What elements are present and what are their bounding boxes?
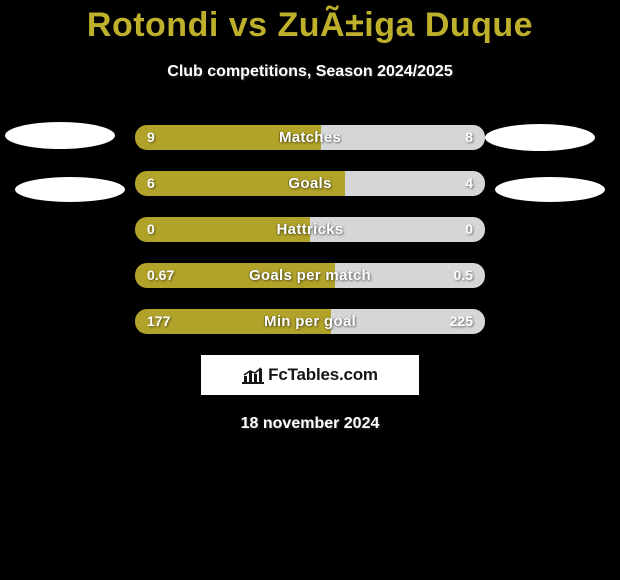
- stat-row-matches: 9 Matches 8: [135, 125, 485, 150]
- page-title: Rotondi vs ZuÃ±iga Duque: [0, 0, 620, 45]
- stat-value-right: 0: [465, 217, 473, 242]
- stat-value-right: 0.5: [454, 263, 473, 288]
- stat-value-right: 8: [465, 125, 473, 150]
- brand-text: FcTables.com: [268, 365, 378, 385]
- stat-label: Matches: [135, 125, 485, 150]
- stat-value-right: 225: [450, 309, 473, 334]
- bar-chart-icon: [242, 366, 264, 384]
- player-oval-right-2: [495, 177, 605, 202]
- comparison-chart: 9 Matches 8 6 Goals 4 0 Hattricks 0: [135, 125, 485, 334]
- brand-box[interactable]: FcTables.com: [201, 355, 419, 395]
- player-oval-right-1: [485, 124, 595, 151]
- stat-row-hattricks: 0 Hattricks 0: [135, 217, 485, 242]
- stat-value-right: 4: [465, 171, 473, 196]
- player-oval-left-2: [15, 177, 125, 202]
- stat-row-goals-per-match: 0.67 Goals per match 0.5: [135, 263, 485, 288]
- stat-label: Min per goal: [135, 309, 485, 334]
- stat-label: Hattricks: [135, 217, 485, 242]
- stat-row-goals: 6 Goals 4: [135, 171, 485, 196]
- stat-row-min-per-goal: 177 Min per goal 225: [135, 309, 485, 334]
- date-label: 18 november 2024: [0, 415, 620, 433]
- page-root: Rotondi vs ZuÃ±iga Duque Club competitio…: [0, 0, 620, 580]
- subtitle: Club competitions, Season 2024/2025: [0, 63, 620, 81]
- player-oval-left-1: [5, 122, 115, 149]
- stat-label: Goals per match: [135, 263, 485, 288]
- stat-label: Goals: [135, 171, 485, 196]
